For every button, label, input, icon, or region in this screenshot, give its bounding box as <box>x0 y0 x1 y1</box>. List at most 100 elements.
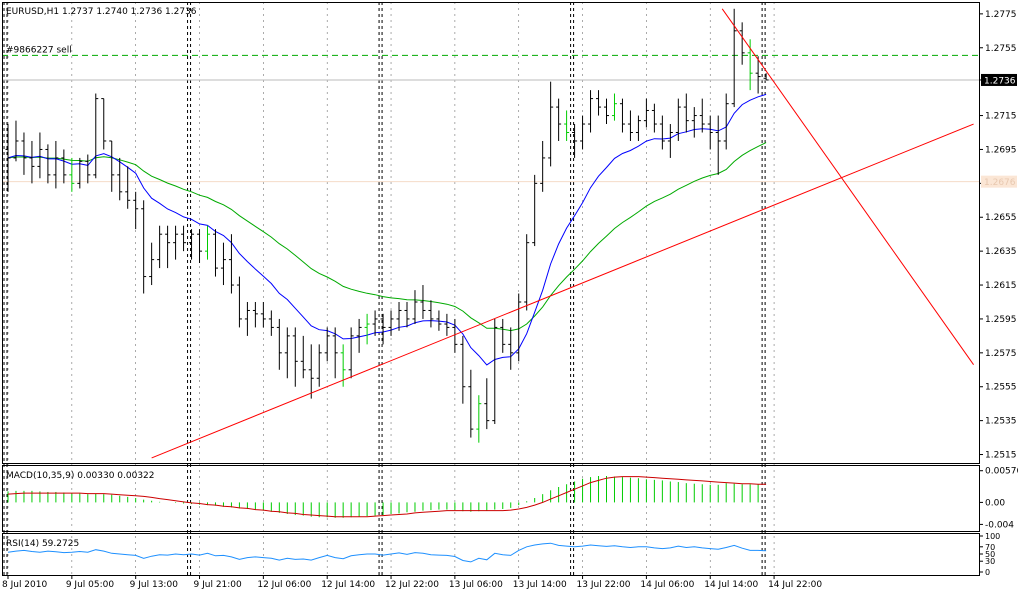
ohlc-bar <box>117 157 123 201</box>
pane-frame-1 <box>2 2 980 464</box>
frame-layer <box>2 2 980 576</box>
ohlc-bar <box>165 225 171 269</box>
ohlc-bar <box>532 174 538 247</box>
ohlc-bar <box>372 310 378 336</box>
ohlc-bar <box>508 327 514 370</box>
price-tick-label: 1.2695 <box>985 145 1017 155</box>
ohlc-bar <box>388 310 394 336</box>
ohlc-bar <box>236 276 242 328</box>
ohlc-bar <box>683 93 689 133</box>
ohlc-bar <box>316 344 322 387</box>
ohlc-bar <box>707 115 713 150</box>
ohlc-bar <box>691 107 697 138</box>
current-price-box <box>981 73 1017 86</box>
macd-layer <box>7 476 767 518</box>
ohlc-bar <box>228 234 234 294</box>
ohlc-bar <box>420 285 426 319</box>
ohlc-bar <box>189 229 195 260</box>
ohlc-bar <box>452 318 458 353</box>
ohlc-bar <box>29 140 35 184</box>
time-tick-label: 12 Jul 06:00 <box>257 580 311 590</box>
price-tick-label: 1.2775 <box>985 10 1017 20</box>
macd-tick-label: 0.00 <box>985 498 1005 508</box>
ohlc-bar <box>412 290 418 325</box>
time-tick-label: 9 Jul 13:00 <box>130 580 179 590</box>
ohlc-bar <box>580 115 586 150</box>
ohlc-bar <box>93 93 99 179</box>
ohlc-bar <box>364 313 370 345</box>
ohlc-bar <box>596 90 602 116</box>
ohlc-bar <box>276 318 282 370</box>
price-tick-label: 1.2535 <box>985 417 1017 427</box>
ohlc-bar <box>723 93 729 150</box>
ohlc-bar <box>220 242 226 286</box>
symbol-header: EURUSD,H1 1.2737 1.2740 1.2736 1.2736 <box>6 7 197 17</box>
ohlc-bar <box>492 318 498 425</box>
ohlc-bar <box>348 327 354 379</box>
ohlc-bar <box>173 225 179 260</box>
price-tick-label: 1.2575 <box>985 349 1017 359</box>
ohlc-bar <box>308 344 314 399</box>
ohlc-bar <box>260 301 266 328</box>
ohlc-bar <box>444 313 450 336</box>
ohlc-bar <box>13 120 19 162</box>
macd-tick-label: -0.004 <box>985 520 1014 530</box>
macd-signal-line <box>7 476 767 518</box>
ohlc-bar <box>619 98 625 133</box>
ohlc-bar <box>755 56 761 94</box>
ohlc-bar <box>404 301 410 328</box>
ohlc-bar <box>643 98 649 128</box>
moving-average-slow <box>7 142 767 332</box>
ohlc-bar <box>45 144 51 184</box>
ohlc-bar <box>635 115 641 141</box>
ohlc-bar <box>540 140 546 192</box>
ohlc-bar <box>436 310 442 331</box>
price-tick-label: 1.2515 <box>985 451 1017 461</box>
ohlc-bar <box>332 327 338 379</box>
ohlc-bar <box>476 395 482 443</box>
rsi-tick-label: 30 <box>985 557 995 566</box>
ohlc-bar <box>428 300 434 328</box>
current-price-label: 1.2736 <box>984 76 1016 86</box>
time-tick-label: 13 Jul 22:00 <box>577 580 631 590</box>
ohlc-bar <box>675 98 681 141</box>
rsi-layer <box>7 542 767 563</box>
macd-label: MACD(10,35,9) 0.00330 0.00322 <box>6 471 155 481</box>
ohlc-bar <box>125 166 131 209</box>
time-tick-label: 14 Jul 22:00 <box>768 580 822 590</box>
price-tick-label: 1.2615 <box>985 281 1017 291</box>
rsi-tick-label: 100 <box>985 532 1000 541</box>
price-tick-label: 1.2655 <box>985 213 1017 223</box>
ohlc-bar <box>133 191 139 230</box>
price-tick-label: 1.2595 <box>985 315 1017 325</box>
ohlc-bar <box>715 115 721 175</box>
ohlc-bar <box>659 115 665 150</box>
ohlc-bar <box>5 124 11 192</box>
rsi-tick-label: 0 <box>985 568 990 577</box>
ohlc-bar <box>212 229 218 277</box>
ohlc-bar <box>604 98 609 125</box>
ohlc-bar <box>292 327 298 387</box>
trendline-1 <box>151 123 974 459</box>
ohlc-bar <box>69 157 75 192</box>
ohlc-bar <box>300 335 306 379</box>
time-tick-label: 9 Jul 05:00 <box>66 580 115 590</box>
axis-layer: 1.2775 1.2755 1.2715 1.2695 1.2655 1.2635 1.26… <box>2 10 1018 590</box>
ohlc-bar <box>252 301 258 328</box>
time-tick-label: 14 Jul 06:00 <box>640 580 694 590</box>
ohlc-bar <box>627 110 633 141</box>
ohlc-bar <box>356 318 362 353</box>
rsi-tick-label: 70 <box>985 543 995 552</box>
ohlc-bar <box>611 93 617 121</box>
price-tick-label: 1.2635 <box>985 247 1017 257</box>
ohlc-bar <box>85 154 91 184</box>
ohlc-bar <box>61 149 67 184</box>
pane-frame-2 <box>2 465 980 532</box>
ohlc-bar <box>53 140 59 189</box>
ohlc-bar <box>564 110 570 141</box>
ohlc-bar <box>468 369 474 438</box>
ohlc-bar <box>380 313 386 345</box>
ohlc-bar <box>500 318 506 353</box>
